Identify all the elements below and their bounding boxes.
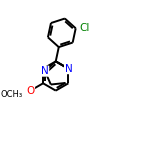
Text: O: O [26, 86, 35, 96]
Text: N: N [41, 66, 49, 76]
Text: N: N [64, 64, 72, 74]
Text: OCH₃: OCH₃ [1, 90, 23, 99]
Text: Cl: Cl [79, 23, 89, 33]
Text: methoxy: methoxy [22, 90, 28, 91]
